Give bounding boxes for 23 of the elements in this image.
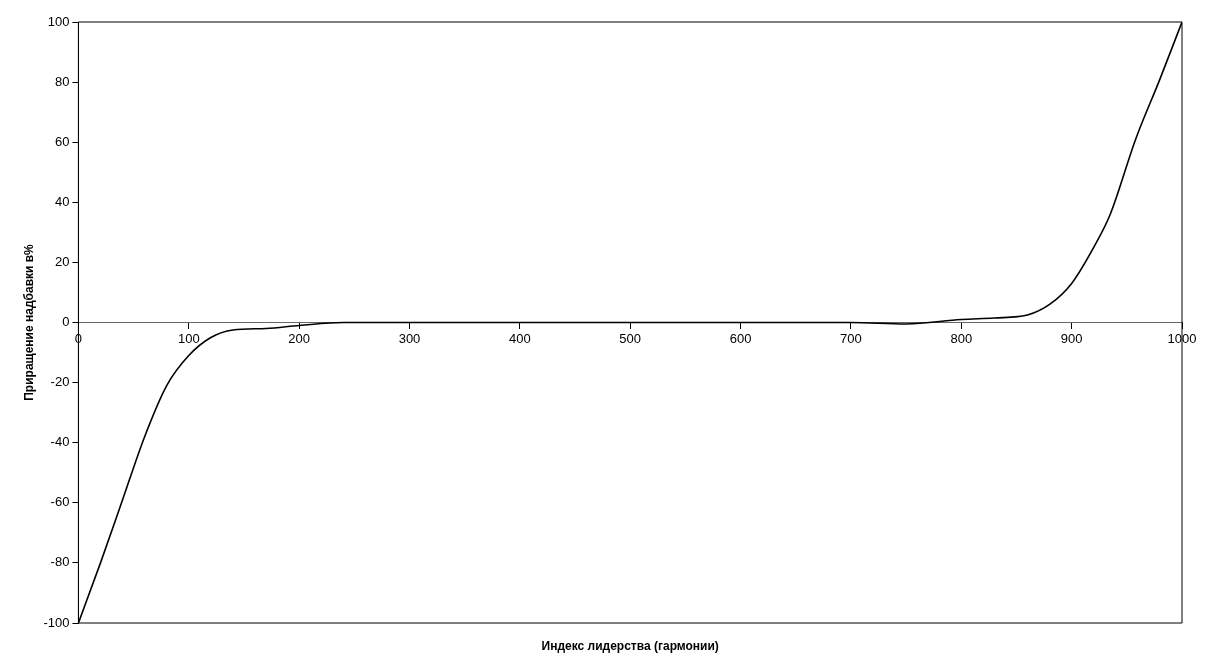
x-axis-title: Индекс лидерства (гармонии) bbox=[541, 639, 719, 654]
y-tick-label: -80 bbox=[50, 554, 70, 570]
y-tick-label: -100 bbox=[43, 614, 70, 630]
x-tick-label: 200 bbox=[288, 330, 310, 346]
y-tick-label: 60 bbox=[54, 133, 70, 149]
x-tick-label: 600 bbox=[729, 330, 752, 346]
x-tick-label: 100 bbox=[177, 330, 200, 346]
y-tick-label: -60 bbox=[50, 494, 70, 510]
y-tick-label: 80 bbox=[54, 73, 70, 89]
x-tick-label: 400 bbox=[509, 330, 531, 346]
x-tick-label: 300 bbox=[398, 330, 421, 346]
x-tick-label: 800 bbox=[950, 330, 973, 346]
y-tick-label: 40 bbox=[54, 193, 70, 209]
y-tick-label: 20 bbox=[54, 253, 70, 269]
x-tick-label: 900 bbox=[1060, 330, 1083, 346]
y-tick-label: 100 bbox=[47, 13, 70, 29]
y-axis-title: Приращение надбавки в% bbox=[21, 243, 36, 401]
x-tick-label: 500 bbox=[619, 330, 642, 346]
x-tick-label: 1000 bbox=[1167, 330, 1197, 346]
y-tick-label: -20 bbox=[50, 374, 70, 390]
y-tick-label: -40 bbox=[50, 434, 70, 450]
y-tick-label: 0 bbox=[62, 314, 70, 330]
x-tick-label: 700 bbox=[840, 330, 862, 346]
